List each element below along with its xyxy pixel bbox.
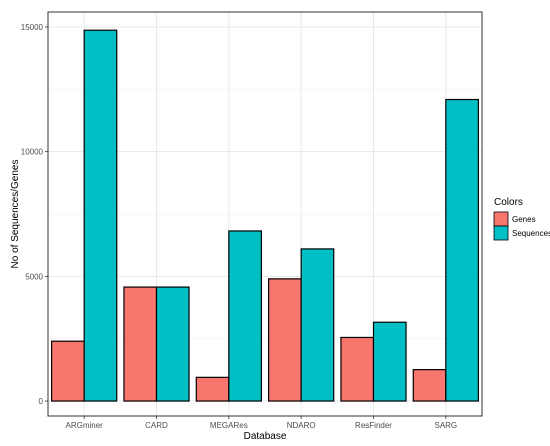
- bar-sequences-resfinder: [372, 321, 407, 402]
- bar-genes-ndaro: [268, 278, 302, 402]
- legend: Colors Genes Sequences: [493, 197, 550, 241]
- x-axis-title: Database: [244, 431, 287, 442]
- bar-sequences-card: [155, 286, 190, 402]
- x-tick-label: ARGminer: [65, 421, 103, 430]
- bar-sequences-sarg: [445, 98, 479, 402]
- legend-swatch-sequences: [493, 225, 509, 241]
- y-tick-label: 15000: [21, 23, 44, 32]
- y-tick-label: 10000: [21, 148, 44, 157]
- legend-title: Colors: [494, 197, 523, 208]
- y-tick-label: 5000: [25, 272, 43, 281]
- legend-label-sequences: Sequences: [512, 229, 550, 238]
- panel-border: [47, 11, 483, 417]
- bar-sequences-argminer: [83, 29, 118, 402]
- bar-sequences-megares: [228, 230, 262, 402]
- bar-sequences-ndaro: [300, 248, 335, 402]
- bar-genes-card: [123, 286, 158, 402]
- x-tick-label: MEGARes: [210, 421, 248, 430]
- legend-label-genes: Genes: [512, 215, 536, 224]
- x-tick-label: CARD: [145, 421, 168, 430]
- y-axis-ticks: 0 5000 10000 15000: [21, 23, 48, 406]
- legend-swatch-genes: [493, 211, 509, 227]
- x-tick-label: NDARO: [287, 421, 316, 430]
- x-tick-label: SARG: [434, 421, 457, 430]
- bar-genes-resfinder: [340, 336, 375, 402]
- bar-genes-megares: [195, 376, 230, 402]
- minor-gridlines: [48, 89, 482, 339]
- bars: [51, 29, 479, 402]
- bar-genes-sarg: [412, 369, 447, 402]
- x-axis-ticks: ARGminer CARD MEGARes NDARO ResFinder SARG: [65, 416, 457, 430]
- y-tick-label: 0: [39, 397, 44, 406]
- bar-genes-argminer: [51, 340, 85, 402]
- x-tick-label: ResFinder: [355, 421, 392, 430]
- y-axis-title: No of Sequences/Genes: [10, 160, 21, 269]
